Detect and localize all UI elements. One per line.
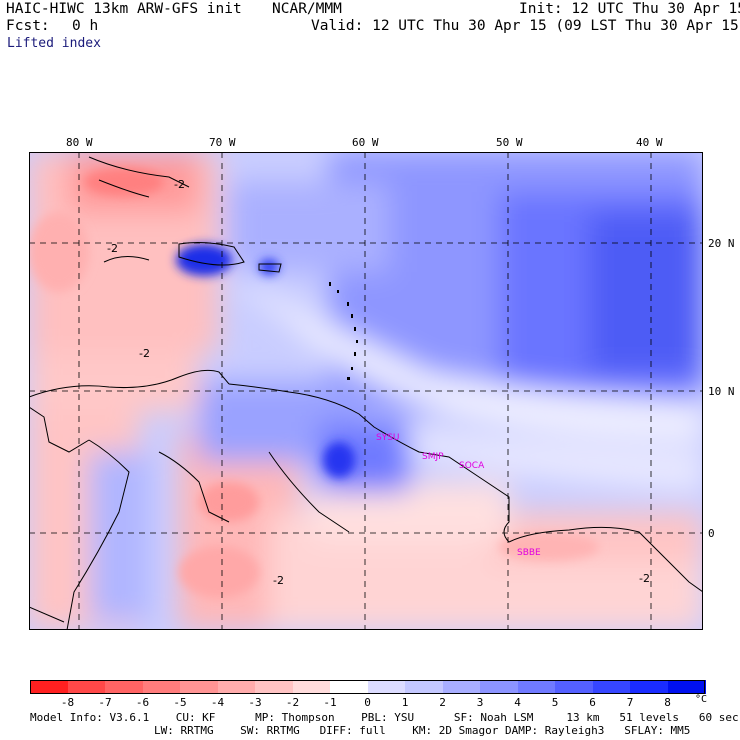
colorbar-frame bbox=[30, 680, 705, 694]
colorbar-swatch bbox=[442, 680, 481, 694]
lat-label-0: 0 bbox=[708, 527, 715, 540]
colorbar-swatch bbox=[180, 680, 218, 694]
station-smjp: SMJP bbox=[422, 452, 444, 462]
colorbar-tick-label: -1 bbox=[323, 696, 337, 709]
lon-label-60w: 60 W bbox=[352, 136, 379, 149]
colorbar-tick-label: 4 bbox=[514, 696, 521, 709]
colorbar-swatch bbox=[405, 680, 443, 694]
colorbar-swatch bbox=[67, 680, 106, 694]
lon-label-70w: 70 W bbox=[209, 136, 236, 149]
colorbar-swatch bbox=[555, 680, 593, 694]
colorbar-tick-label: 0 bbox=[364, 696, 371, 709]
model-title: HAIC-HIWC 13km ARW-GFS init bbox=[6, 1, 242, 17]
colorbar-tick-label: -3 bbox=[248, 696, 262, 709]
colorbar-tick-label: -6 bbox=[135, 696, 150, 709]
colorbar-swatch bbox=[517, 680, 556, 694]
coastlines bbox=[29, 156, 703, 630]
graticule bbox=[29, 152, 703, 630]
contour-labels: -2 -2 -2 -2 -2 bbox=[107, 178, 650, 587]
colorbar-tick-label: 7 bbox=[626, 696, 634, 709]
colorbar-swatch bbox=[292, 680, 331, 694]
colorbar-tick-label: 3 bbox=[476, 696, 484, 709]
colorbar-swatch bbox=[630, 680, 668, 694]
colorbar-unit: °C bbox=[694, 694, 708, 705]
stations: SYSU SMJP SOCA SBBE bbox=[376, 433, 541, 558]
map-frame bbox=[29, 152, 703, 630]
lon-label-50w: 50 W bbox=[496, 136, 523, 149]
colorbar-tick-label: -7 bbox=[98, 696, 112, 709]
colorbar-tick-label: -4 bbox=[210, 696, 225, 709]
lifted-index-map: -2 -2 -2 -2 -2 SYSU SMJP SOCA SBBE bbox=[29, 152, 703, 630]
field-name: Lifted index bbox=[7, 36, 101, 51]
valid-time: Valid: 12 UTC Thu 30 Apr 15 (09 LST Thu … bbox=[311, 18, 740, 34]
colorbar-swatch bbox=[142, 680, 181, 694]
colorbar-swatch bbox=[105, 680, 143, 694]
model-info-line2: LW: RRTMG SW: RRTMG DIFF: full KM: 2D Sm… bbox=[154, 724, 691, 737]
colorbar-swatch bbox=[480, 680, 518, 694]
init-time: Init: 12 UTC Thu 30 Apr 15 bbox=[519, 1, 740, 17]
lat-label-10n: 10 N bbox=[708, 385, 735, 398]
forecast-hour: 0 h bbox=[72, 18, 99, 34]
colorbar-swatch bbox=[30, 680, 68, 694]
model-info-line1: Model Info: V3.6.1 CU: KF MP: Thompson P… bbox=[30, 711, 739, 724]
colorbar-tick-label: -8 bbox=[60, 696, 75, 709]
colorbar-swatch bbox=[592, 680, 631, 694]
colorbar-tick-label: -5 bbox=[173, 696, 187, 709]
colorbar-swatch bbox=[667, 680, 706, 694]
colorbar-swatch bbox=[367, 680, 406, 694]
station-sbbe: SBBE bbox=[517, 548, 541, 558]
colorbar-tick-label: -2 bbox=[285, 696, 300, 709]
contour-label: -2 bbox=[273, 574, 284, 587]
colorbar-tick-label: 8 bbox=[664, 696, 671, 709]
contour-label: -2 bbox=[639, 572, 650, 585]
lat-label-20n: 20 N bbox=[708, 237, 735, 250]
contour-label: -2 bbox=[174, 178, 185, 191]
contour-label: -2 bbox=[139, 347, 150, 360]
lesser-antilles bbox=[329, 282, 358, 380]
forecast-label: Fcst: bbox=[6, 18, 50, 34]
lon-label-80w: 80 W bbox=[66, 136, 93, 149]
station-soca: SOCA bbox=[459, 461, 485, 471]
colorbar-swatch bbox=[217, 680, 256, 694]
station-sysu: SYSU bbox=[376, 433, 400, 443]
colorbar-tick-label: 6 bbox=[589, 696, 596, 709]
lon-label-40w: 40 W bbox=[636, 136, 663, 149]
colorbar-tick-label: 2 bbox=[439, 696, 446, 709]
colorbar-swatch bbox=[255, 680, 293, 694]
strong-cores bbox=[29, 168, 599, 598]
organization: NCAR/MMM bbox=[272, 1, 342, 17]
contour-label: -2 bbox=[107, 242, 118, 255]
colorbar-tick-label: 5 bbox=[551, 696, 559, 709]
colorbar-tick-label: 1 bbox=[401, 696, 409, 709]
colorbar-swatch bbox=[330, 680, 368, 694]
